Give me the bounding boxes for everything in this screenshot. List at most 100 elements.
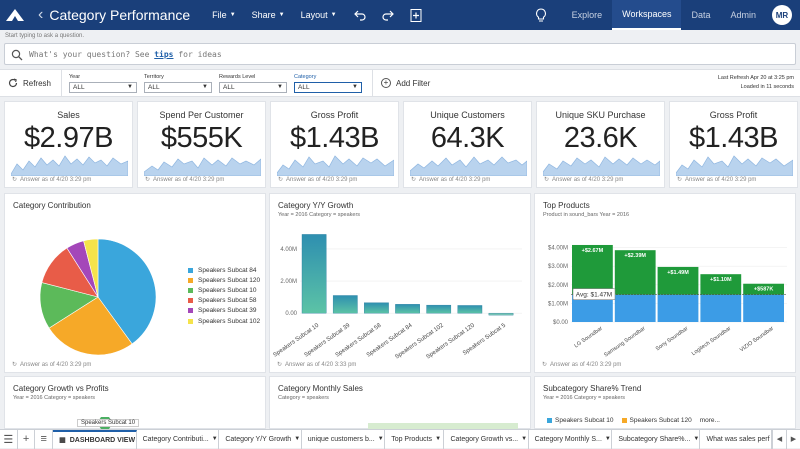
bar-base[interactable] (614, 294, 656, 322)
tab-category-yy-growth[interactable]: Category Y/Y Growth ▼ (219, 429, 302, 449)
nav-data[interactable]: Data (691, 10, 711, 20)
filter-territory[interactable]: Territory ALL ▼ (144, 74, 212, 93)
back-chevron-icon[interactable]: ‹ (38, 6, 44, 23)
tab-dashboard-view[interactable]: ▦ DASHBOARD VIEW (53, 429, 137, 449)
tab-top-products[interactable]: Top Products ▼ (385, 429, 445, 449)
kpi-tile-unique-customers[interactable]: Unique Customers 64.3K ↻ Answer as of 4/2… (403, 101, 532, 188)
tab-prev-icon[interactable]: ◀ (772, 429, 786, 449)
tile-category-yy-growth[interactable]: Category Y/Y Growth Year = 2016 Category… (269, 193, 531, 373)
tab-category-contribution[interactable]: Category Contributi... ▼ (137, 429, 220, 449)
legend-item[interactable]: Speakers Subcat 10 (188, 285, 260, 295)
bar-base[interactable] (657, 294, 699, 322)
bar[interactable] (332, 295, 358, 314)
sparkline (11, 155, 128, 176)
data-label: +$2.39M (624, 253, 646, 259)
legend-item[interactable]: Speakers Subcat 120 (188, 275, 260, 285)
y-tick-label: 2.00M (280, 279, 297, 285)
bar-above-average[interactable] (657, 266, 699, 295)
kpi-tile-spend-per-customer[interactable]: Spend Per Customer $555K ↻ Answer as of 4… (137, 101, 266, 188)
top-bar: ‹ Category Performance File ▼ Share ▼ Layo… (0, 0, 800, 30)
tab-unique-customers[interactable]: unique customers b... ▼ (302, 429, 386, 449)
nav-admin[interactable]: Admin (730, 10, 756, 20)
search-input[interactable]: What's your question? See tips for ideas (4, 43, 796, 65)
refresh-icon (8, 78, 18, 88)
add-tab-icon[interactable]: + (18, 429, 36, 449)
plus-circle-icon: + (381, 78, 391, 88)
nav-explore[interactable]: Explore (571, 10, 603, 20)
filter-category-select[interactable]: ALL ▼ (294, 81, 362, 93)
legend-item[interactable]: Speakers Subcat 39 (188, 306, 260, 316)
y-tick-label: $3.00M (548, 264, 568, 270)
pie-slice[interactable] (83, 238, 99, 298)
lightbulb-icon[interactable] (534, 8, 548, 22)
sparkline (144, 157, 261, 176)
bar-above-average[interactable] (572, 244, 613, 295)
caret-down-icon: ▼ (435, 436, 442, 442)
file-menu[interactable]: File ▼ (212, 10, 236, 20)
tab-subcategory-share[interactable]: Subcategory Share%... ▼ (612, 429, 701, 449)
legend-swatch (188, 298, 193, 304)
bar[interactable] (395, 304, 420, 314)
legend-swatch (188, 277, 193, 283)
tile-category-monthly-sales[interactable]: Category Monthly Sales Category = speake… (269, 376, 531, 430)
average-label: Avg: $1.47M (576, 292, 612, 299)
more-link[interactable]: more... (699, 417, 720, 424)
tab-next-icon[interactable]: ▶ (786, 429, 800, 449)
filter-territory-select[interactable]: ALL ▼ (144, 81, 212, 93)
tab-category-growth[interactable]: Category Growth vs... ▼ (444, 429, 529, 449)
menu-icon[interactable]: ☰ (0, 429, 18, 449)
filter-rewards-level[interactable]: Rewards Level ALL ▼ (219, 74, 287, 93)
avatar[interactable]: MR (772, 5, 792, 25)
clock-refresh-icon: ↻ (411, 177, 417, 183)
tab-list-icon[interactable]: ≡ (35, 429, 54, 449)
bar-above-average[interactable] (700, 274, 742, 295)
search-hint: Start typing to ask a question. (5, 33, 85, 39)
pie-slice[interactable] (97, 238, 157, 345)
caret-down-icon: ▼ (693, 436, 700, 442)
nav-workspaces[interactable]: Workspaces (612, 0, 682, 30)
layout-menu[interactable]: Layout ▼ (300, 10, 337, 20)
bar[interactable] (488, 312, 514, 316)
add-tile-icon[interactable] (409, 8, 423, 22)
top-products-chart: $4.00M $3.00M $2.00M $1.00M $0.00 +$2.67M LG S… (548, 244, 787, 359)
filter-year-select[interactable]: ALL ▼ (69, 81, 137, 93)
y-tick-label: $0.00 (553, 320, 569, 326)
pie-slice[interactable] (48, 296, 133, 356)
kpi-tile-gross-profit[interactable]: Gross Profit $1.43B ↻ Answer as of 4/20 3… (270, 101, 399, 188)
tab-category-monthly[interactable]: Category Monthly S... ▼ (529, 429, 613, 449)
add-filter-button[interactable]: + Add Filter (372, 69, 430, 97)
bar-base[interactable] (743, 294, 784, 322)
tile-category-contribution[interactable]: Category Contribution Speakers Subcat 84… (4, 193, 266, 373)
refresh-button[interactable]: Refresh (0, 69, 62, 97)
kpi-tile-sales[interactable]: Sales $2.97B ↻ Answer as of 4/20 3:29 pm (4, 101, 133, 188)
x-tick-label: LG Soundbar (574, 326, 604, 350)
clock-refresh-icon: ↻ (278, 177, 284, 183)
bar[interactable] (364, 302, 389, 314)
tile-subcategory-share-trend[interactable]: Subcategory Share% Trend Year = 2016 Cat… (534, 376, 796, 429)
bar[interactable] (457, 305, 483, 314)
bar-base[interactable] (700, 294, 742, 322)
clock-refresh-icon: ↻ (544, 177, 550, 183)
bar[interactable] (426, 304, 452, 314)
filter-category[interactable]: Category ALL ▼ (294, 74, 362, 93)
legend-swatch (188, 267, 193, 273)
bar-above-average[interactable] (743, 283, 784, 295)
share-menu[interactable]: Share ▼ (251, 10, 285, 20)
tab-what-was-sales[interactable]: What was sales perf (700, 429, 772, 449)
redo-icon[interactable] (381, 8, 395, 22)
tile-top-products[interactable]: Top Products Product in sound_bars Year … (534, 193, 796, 373)
undo-icon[interactable] (353, 8, 367, 22)
bar[interactable] (301, 234, 327, 314)
legend-item[interactable]: Speakers Subcat 58 (188, 296, 260, 306)
legend-item[interactable]: Speakers Subcat 102 (188, 316, 260, 326)
sparkline (676, 155, 793, 176)
logo-icon[interactable] (0, 0, 30, 30)
filter-rewards-select[interactable]: ALL ▼ (219, 81, 287, 93)
bar-above-average[interactable] (614, 250, 656, 295)
tile-category-growth-vs-profits[interactable]: Category Growth vs Profits Year = 2016 C… (4, 376, 266, 429)
tips-link[interactable]: tips (154, 49, 174, 59)
kpi-tile-unique-sku-purchase[interactable]: Unique SKU Purchase 23.6K ↻ Answer as of … (536, 101, 665, 188)
kpi-tile-gross-profit-2[interactable]: Gross Profit $1.43B ↻ Answer as of 4/20 3… (669, 101, 798, 188)
legend-item[interactable]: Speakers Subcat 84 (188, 265, 260, 275)
filter-year[interactable]: Year ALL ▼ (69, 74, 137, 93)
